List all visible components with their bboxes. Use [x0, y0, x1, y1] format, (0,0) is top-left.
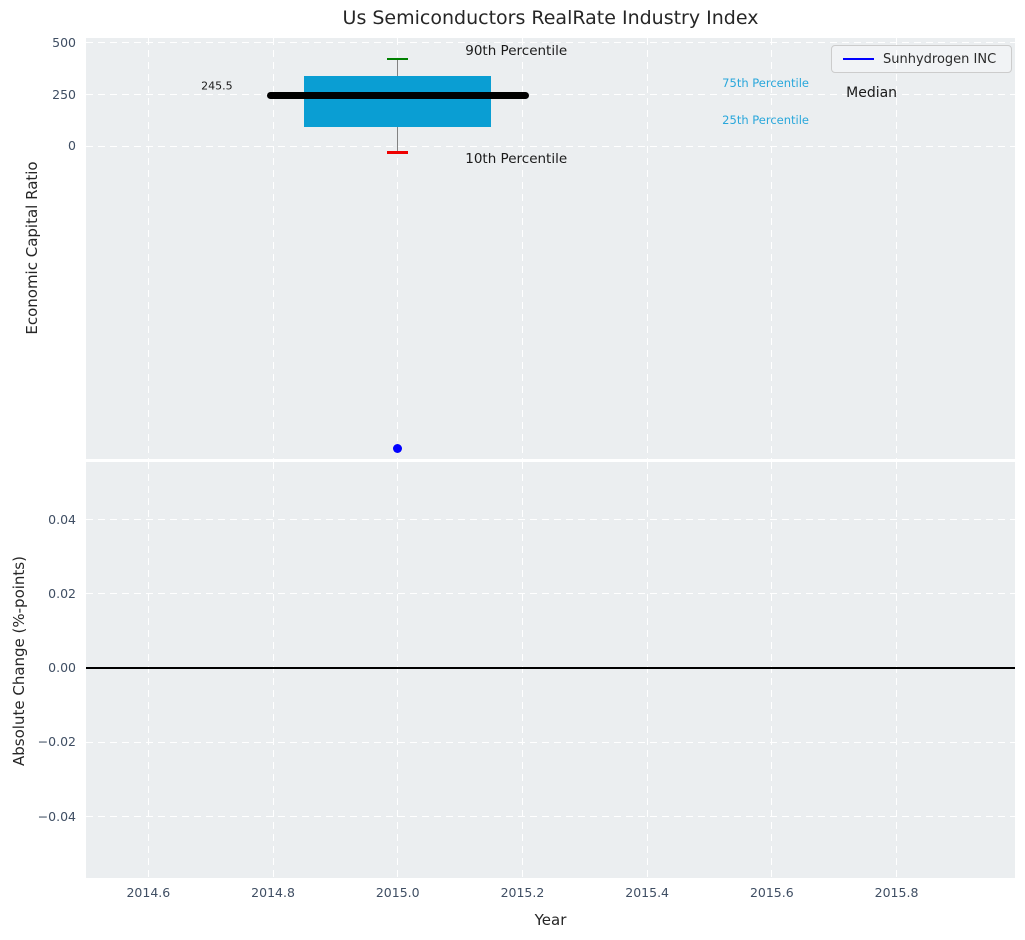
bottom-ytick-label: 0.02 [48, 585, 76, 601]
x-gridline [397, 462, 399, 878]
x-gridline [272, 462, 274, 878]
legend: Sunhydrogen INC [831, 45, 1012, 73]
x-gridline [521, 462, 523, 878]
annotation-90th-percentile: 90th Percentile [465, 43, 568, 60]
x-gridline [646, 38, 648, 459]
annotation-25th-percentile: 25th Percentile [722, 112, 810, 127]
x-gridline [147, 38, 149, 459]
legend-line-swatch [843, 57, 874, 61]
y-gridline [86, 593, 1015, 595]
top-axes: Sunhydrogen INC 90th Percentile 10th Perc… [86, 38, 1015, 459]
x-gridline [272, 38, 274, 459]
xtick-label: 2014.6 [126, 885, 171, 900]
annotation-75th-percentile: 75th Percentile [722, 75, 810, 90]
y-gridline [86, 519, 1015, 521]
x-axis-label: Year [534, 911, 567, 929]
bottom-axes [86, 462, 1015, 878]
annotation-10th-percentile: 10th Percentile [465, 151, 568, 168]
x-gridline [521, 38, 523, 459]
xtick-label: 2015.8 [874, 885, 919, 900]
y-gridline [86, 816, 1015, 818]
top-ytick-label: 500 [52, 34, 76, 50]
y-gridline [86, 741, 1015, 743]
bottom-ytick-label: 0.00 [48, 660, 76, 676]
cap-90th [387, 57, 409, 61]
legend-label: Sunhydrogen INC [883, 51, 997, 67]
xtick-label: 2015.0 [375, 885, 420, 900]
cap-10th [387, 151, 409, 154]
xtick-label: 2015.4 [625, 885, 670, 900]
x-gridline [896, 38, 898, 459]
xtick-label: 2015.2 [500, 885, 545, 900]
series-point-sunhydrogen-inc [393, 444, 403, 454]
top-ytick-label: 0 [68, 138, 76, 154]
xtick-label: 2014.8 [251, 885, 295, 900]
annotation-245-5: 245.5 [201, 79, 233, 93]
bottom-ytick-label: −0.04 [37, 808, 76, 824]
top-ytick-label: 250 [52, 86, 76, 102]
chart-title: Us Semiconductors RealRate Industry Inde… [342, 7, 759, 29]
y-gridline [86, 145, 1015, 147]
bottom-ytick-label: 0.04 [48, 511, 76, 527]
median-line [266, 92, 529, 100]
x-gridline [646, 462, 648, 878]
x-gridline [771, 462, 773, 878]
x-gridline [147, 462, 149, 878]
bottom-ytick-label: −0.02 [37, 734, 76, 750]
x-gridline [896, 462, 898, 878]
xtick-label: 2015.6 [749, 885, 794, 900]
zero-line [86, 667, 1015, 669]
annotation-median: Median [846, 85, 898, 102]
percentile-box [304, 75, 492, 127]
x-gridline [771, 38, 773, 459]
